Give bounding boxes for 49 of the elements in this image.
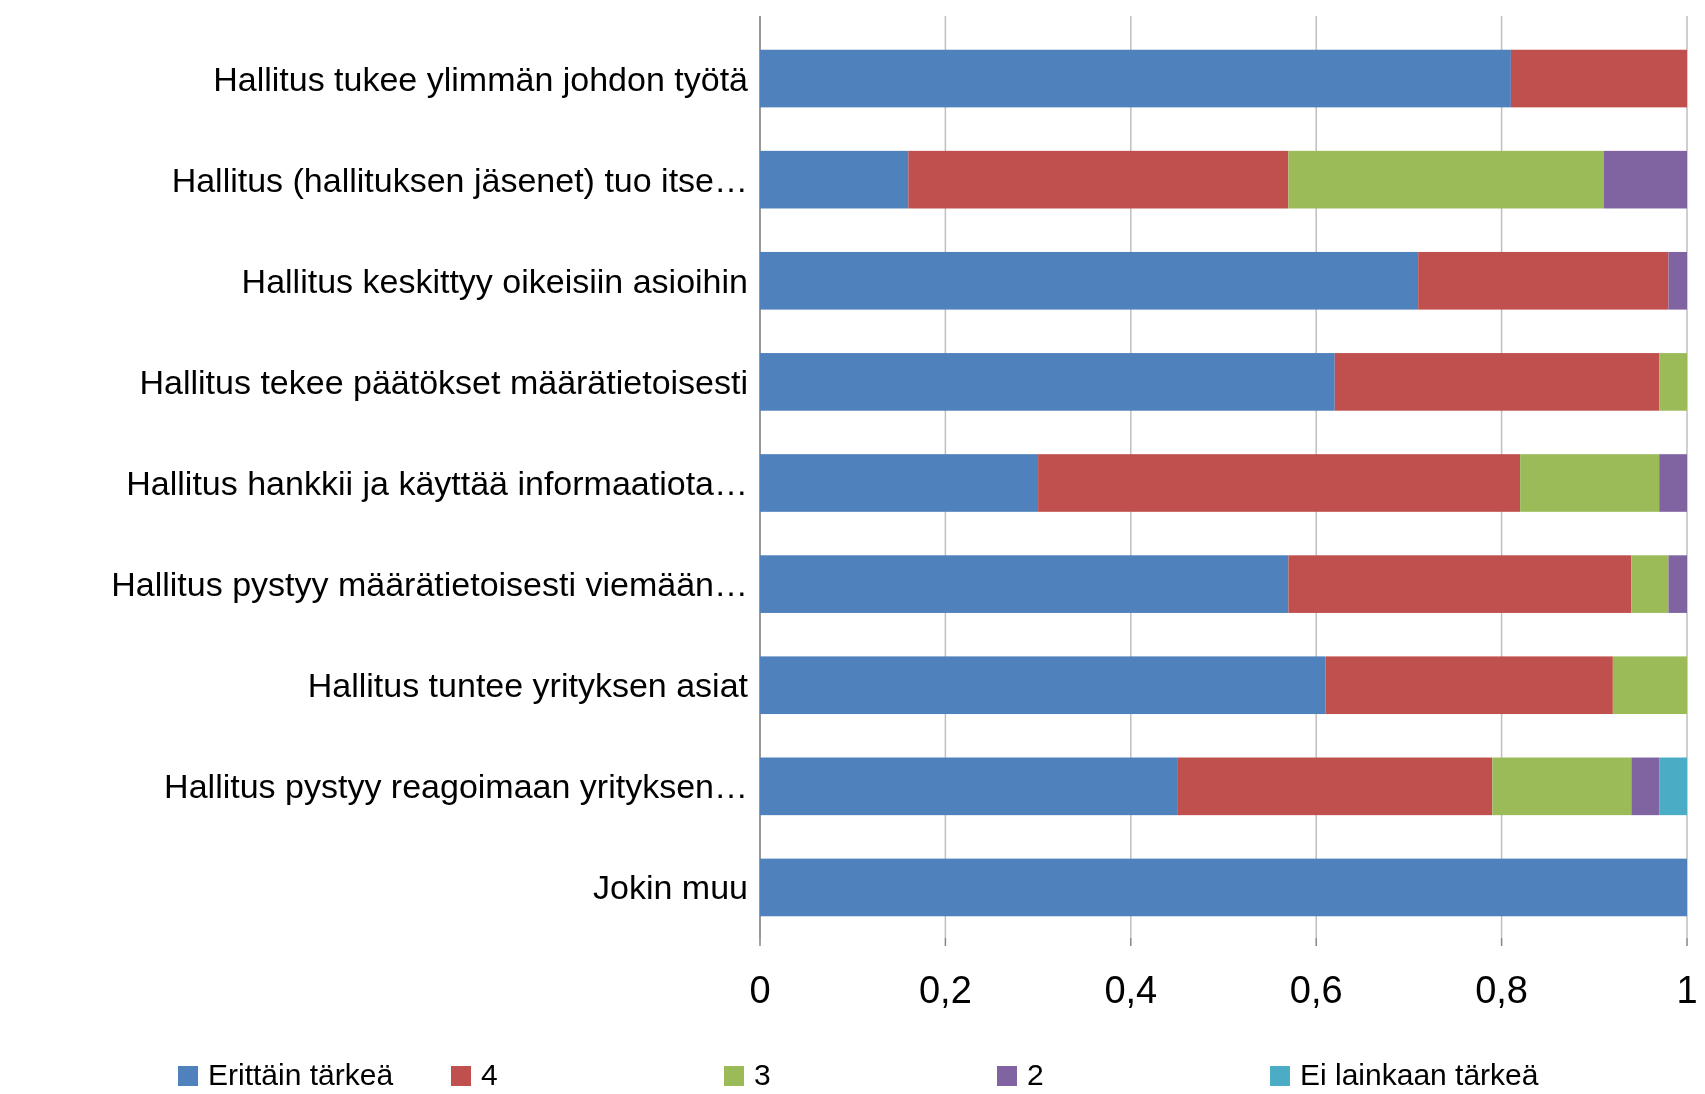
bar <box>1631 555 1669 613</box>
bar <box>1659 757 1687 816</box>
bar <box>760 353 1335 411</box>
bar <box>760 858 1687 917</box>
bar <box>760 49 1511 108</box>
x-tick-label: 0,8 <box>1475 969 1529 1011</box>
bar <box>1288 150 1604 209</box>
x-tick-label: 1 <box>1676 969 1698 1011</box>
bar <box>760 150 909 209</box>
y-tick-label: Hallitus hankkii ja käyttää informaatiota… <box>126 464 748 502</box>
bar <box>1177 757 1493 816</box>
bar <box>1659 353 1687 411</box>
x-tick-label: 0 <box>749 969 771 1011</box>
bar <box>760 555 1289 613</box>
legend-label: Erittäin tärkeä <box>208 1058 394 1091</box>
bar <box>1603 150 1687 209</box>
bar <box>908 150 1289 209</box>
bar <box>1659 454 1687 512</box>
bar <box>1288 555 1632 613</box>
bar <box>1668 555 1687 613</box>
bar <box>1631 757 1660 816</box>
legend-label: 3 <box>754 1058 771 1091</box>
bar <box>1325 656 1613 715</box>
x-tick-label: 0,2 <box>918 969 972 1011</box>
bar <box>1334 353 1660 411</box>
y-tick-label: Hallitus (hallituksen jäsenet) tuo itse… <box>171 160 748 199</box>
bar <box>1510 49 1687 108</box>
legend-label: Ei lainkaan tärkeä <box>1300 1058 1539 1091</box>
x-tick-label: 0,6 <box>1289 969 1343 1011</box>
y-tick-label: Hallitus keskittyy oikeisiin asioihin <box>241 261 748 300</box>
y-tick-label: Jokin muu <box>593 868 748 907</box>
bar <box>1668 251 1687 310</box>
bar <box>760 454 1039 512</box>
legend-label: 2 <box>1027 1058 1044 1091</box>
y-tick-label: Hallitus tukee ylimmän johdon työtä <box>213 59 749 98</box>
bar <box>1612 656 1687 715</box>
bar <box>760 251 1419 310</box>
legend-label: 4 <box>481 1058 498 1091</box>
bar <box>1038 454 1521 512</box>
bar <box>760 656 1326 715</box>
y-tick-label: Hallitus pystyy reagoimaan yrityksen… <box>164 767 748 806</box>
y-tick-label: Hallitus tekee päätökset määrätietoisesti <box>139 362 748 401</box>
bar <box>760 757 1178 816</box>
bar <box>1418 251 1669 310</box>
y-tick-label: Hallitus pystyy määrätietoisesti viemään… <box>111 565 748 604</box>
x-tick-label: 0,4 <box>1104 969 1158 1011</box>
bar <box>1492 757 1632 816</box>
bar <box>1520 454 1660 512</box>
y-tick-label: Hallitus tuntee yrityksen asiat <box>307 666 749 705</box>
